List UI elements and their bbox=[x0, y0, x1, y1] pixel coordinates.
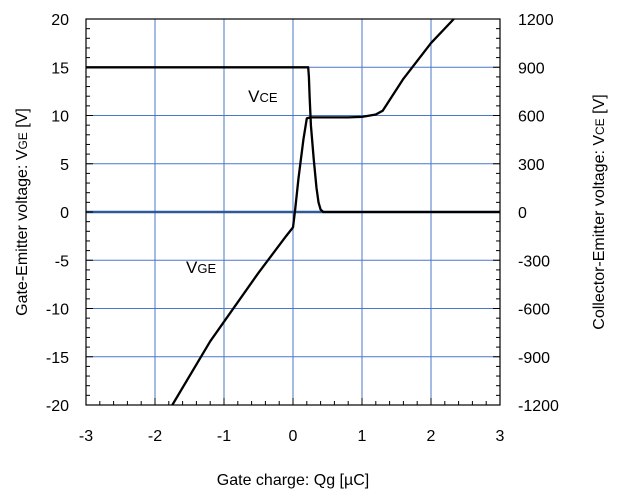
y-left-tick-label: -10 bbox=[46, 302, 69, 319]
y-right-tick-label: -900 bbox=[518, 350, 550, 367]
x-tick-labels: -3 -2 -1 0 1 2 3 bbox=[79, 428, 505, 445]
y-right-tick-label: -300 bbox=[518, 253, 550, 270]
y-left-tick-label: 20 bbox=[51, 12, 69, 29]
x-tick-label: 3 bbox=[496, 428, 505, 445]
y-right-tick-label: 900 bbox=[518, 60, 545, 77]
y-left-tick-labels: 20 15 10 5 0 -5 -10 -15 -20 bbox=[46, 12, 69, 415]
y-right-axis-label: Collector-Emitter voltage: VCE [V] bbox=[591, 94, 608, 329]
x-tick-label: -2 bbox=[148, 428, 162, 445]
y-left-tick-label: 0 bbox=[60, 205, 69, 222]
annotation-vge: VGE bbox=[186, 258, 216, 277]
y-right-tick-label: 0 bbox=[518, 205, 527, 222]
y-left-axis-label: Gate-Emitter voltage: VGE [V] bbox=[14, 108, 31, 316]
x-tick-label: 0 bbox=[289, 428, 298, 445]
y-right-tick-label: 1200 bbox=[518, 12, 554, 29]
y-left-tick-label: -15 bbox=[46, 350, 69, 367]
x-tick-label: -1 bbox=[217, 428, 231, 445]
y-left-tick-label: -5 bbox=[55, 253, 69, 270]
x-tick-label: 2 bbox=[427, 428, 436, 445]
x-tick-label: 1 bbox=[358, 428, 367, 445]
y-left-tick-label: 10 bbox=[51, 109, 69, 126]
series-line-vge bbox=[171, 18, 455, 406]
y-left-tick-label: 5 bbox=[60, 157, 69, 174]
x-axis-label: Gate charge: Qg [µC] bbox=[217, 472, 369, 489]
series-layer bbox=[86, 18, 500, 406]
series-line-vce bbox=[86, 66, 500, 214]
y-left-tick-label: -20 bbox=[46, 398, 69, 415]
tick-marks bbox=[85, 18, 501, 406]
y-right-tick-label: 600 bbox=[518, 109, 545, 126]
y-right-tick-label: -600 bbox=[518, 302, 550, 319]
y-right-tick-label: 300 bbox=[518, 157, 545, 174]
annotation-vce: VCE bbox=[248, 87, 278, 106]
annotations: VCE VGE bbox=[186, 87, 278, 277]
x-tick-label: -3 bbox=[79, 428, 93, 445]
y-right-tick-label: -1200 bbox=[518, 398, 559, 415]
y-left-tick-label: 15 bbox=[51, 60, 69, 77]
y-right-tick-labels: 1200 900 600 300 0 -300 -600 -900 -1200 bbox=[518, 12, 559, 415]
